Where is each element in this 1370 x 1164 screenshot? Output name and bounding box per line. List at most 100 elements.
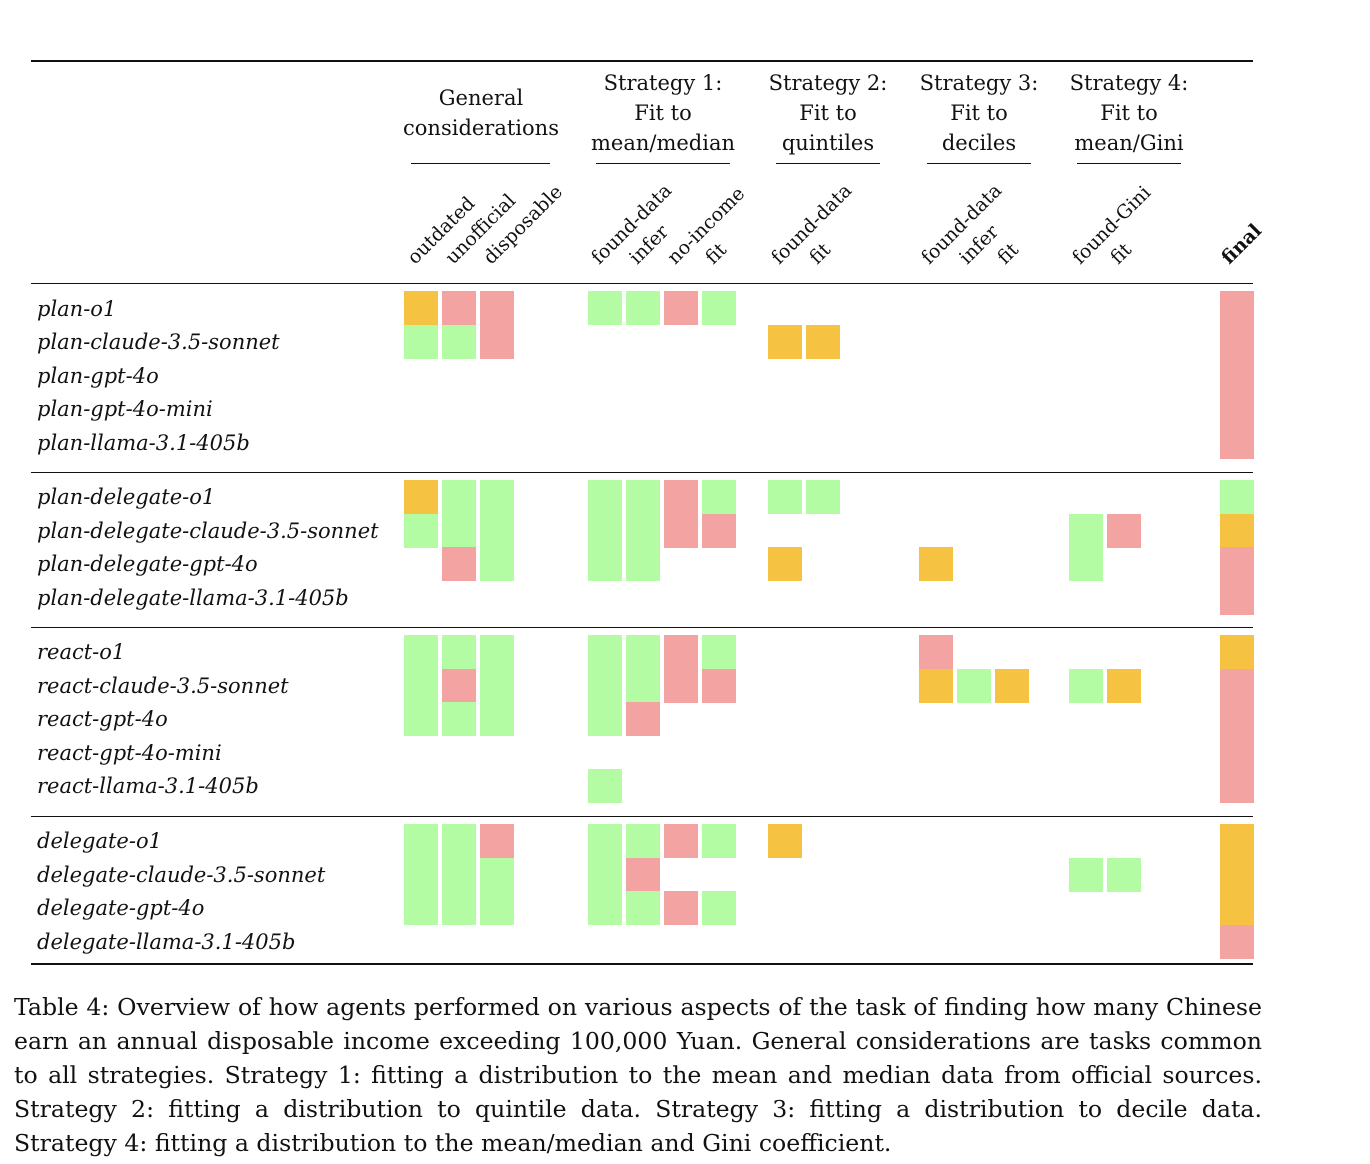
result-cell-fail — [1220, 391, 1254, 426]
result-cell-success — [588, 668, 622, 703]
result-cell-partial — [404, 480, 438, 514]
table-top-rule — [31, 60, 1253, 62]
result-cell-success — [626, 480, 660, 514]
row-label: plan-delegate-gpt-4o — [37, 552, 258, 576]
row-label: react-claude-3.5-sonnet — [37, 674, 289, 698]
result-cell-fail — [1107, 513, 1141, 548]
row-label: plan-delegate-o1 — [37, 485, 216, 509]
row-label: plan-gpt-4o — [37, 364, 159, 388]
result-cell-partial — [1220, 857, 1254, 892]
group-header-line: General — [438, 86, 524, 110]
row-label: plan-o1 — [37, 297, 117, 321]
result-cell-fail — [1220, 291, 1254, 325]
result-cell-fail — [1220, 324, 1254, 359]
row-label: plan-delegate-claude-3.5-sonnet — [37, 519, 379, 543]
result-cell-fail — [1220, 425, 1254, 460]
result-cell-success — [442, 702, 476, 737]
result-cell-partial — [1220, 824, 1254, 858]
result-cell-success — [626, 547, 660, 582]
row-label: plan-llama-3.1-405b — [37, 431, 250, 455]
group-underline-general — [411, 163, 550, 164]
result-cell-fail — [664, 480, 698, 514]
result-cell-success — [702, 635, 736, 669]
result-cell-success — [588, 480, 622, 514]
result-cell-partial — [806, 324, 840, 359]
result-cell-partial — [1220, 513, 1254, 548]
result-cell-success — [480, 635, 514, 669]
group-header-line: Strategy 1: — [603, 71, 723, 95]
result-cell-fail — [664, 291, 698, 325]
result-cell-success — [480, 480, 514, 514]
column-header-s4-fit: fit — [1106, 238, 1137, 269]
result-cell-success — [702, 891, 736, 926]
result-cell-success — [442, 891, 476, 926]
result-cell-fail — [442, 668, 476, 703]
result-cell-success — [702, 291, 736, 325]
row-label: delegate-llama-3.1-405b — [37, 930, 296, 954]
result-cell-partial — [919, 547, 953, 582]
result-cell-success — [404, 668, 438, 703]
result-cell-fail — [442, 291, 476, 325]
group-header-line: quintiles — [781, 131, 875, 155]
result-cell-success — [442, 635, 476, 669]
row-label: react-gpt-4o-mini — [37, 741, 222, 765]
group-header-line: Fit to — [799, 101, 857, 125]
result-cell-partial — [1220, 635, 1254, 669]
result-cell-success — [626, 291, 660, 325]
group-underline-strategy-2 — [776, 163, 880, 164]
result-cell-success — [588, 769, 622, 804]
result-cell-fail — [664, 824, 698, 858]
result-cell-success — [1069, 668, 1103, 703]
result-cell-fail — [702, 513, 736, 548]
column-header-s1-fit: fit — [701, 238, 732, 269]
result-cell-success — [588, 291, 622, 325]
result-cell-fail — [1220, 769, 1254, 804]
result-cell-fail — [664, 668, 698, 703]
result-cell-success — [626, 668, 660, 703]
result-cell-fail — [1220, 924, 1254, 959]
result-cell-success — [702, 480, 736, 514]
result-cell-fail — [1220, 547, 1254, 582]
result-cell-success — [1069, 547, 1103, 582]
result-cell-fail — [664, 635, 698, 669]
result-cell-success — [588, 824, 622, 858]
result-cell-success — [404, 635, 438, 669]
group-header-strategy-1: Strategy 1: Fit to mean/median — [583, 68, 743, 158]
result-cell-fail — [480, 824, 514, 858]
result-cell-success — [702, 824, 736, 858]
row-label: delegate-o1 — [37, 829, 162, 853]
group-header-line: Strategy 2: — [768, 71, 888, 95]
result-cell-fail — [1220, 702, 1254, 737]
result-cell-success — [442, 824, 476, 858]
group-header-strategy-2: Strategy 2: Fit to quintiles — [763, 68, 893, 158]
result-cell-success — [1107, 857, 1141, 892]
result-cell-success — [626, 513, 660, 548]
result-cell-partial — [1220, 891, 1254, 926]
group-header-line: Fit to — [634, 101, 692, 125]
group-header-line: mean/median — [590, 131, 735, 155]
table-caption: Table 4: Overview of how agents performe… — [14, 993, 1262, 1157]
result-cell-fail — [480, 324, 514, 359]
result-cell-fail — [480, 291, 514, 325]
group-header-line: Fit to — [950, 101, 1008, 125]
result-cell-partial — [768, 547, 802, 582]
result-cell-partial — [768, 824, 802, 858]
column-header-final: final — [1217, 219, 1267, 269]
group-header-line: Fit to — [1100, 101, 1158, 125]
row-label: react-llama-3.1-405b — [37, 774, 259, 798]
group-header-line: Strategy 4: — [1069, 71, 1189, 95]
group-header-strategy-4: Strategy 4: Fit to mean/Gini — [1064, 68, 1194, 158]
result-cell-success — [404, 891, 438, 926]
result-cell-fail — [1220, 580, 1254, 615]
result-cell-success — [957, 668, 991, 703]
group-header-line: deciles — [941, 131, 1017, 155]
result-cell-partial — [1107, 668, 1141, 703]
result-cell-fail — [664, 891, 698, 926]
result-cell-success — [806, 480, 840, 514]
column-header-s3-fit: fit — [993, 238, 1024, 269]
result-cell-partial — [919, 668, 953, 703]
result-cell-success — [480, 891, 514, 926]
group-header-general: General considerations — [400, 83, 562, 143]
result-cell-fail — [1220, 358, 1254, 393]
block-separator — [31, 627, 1253, 628]
